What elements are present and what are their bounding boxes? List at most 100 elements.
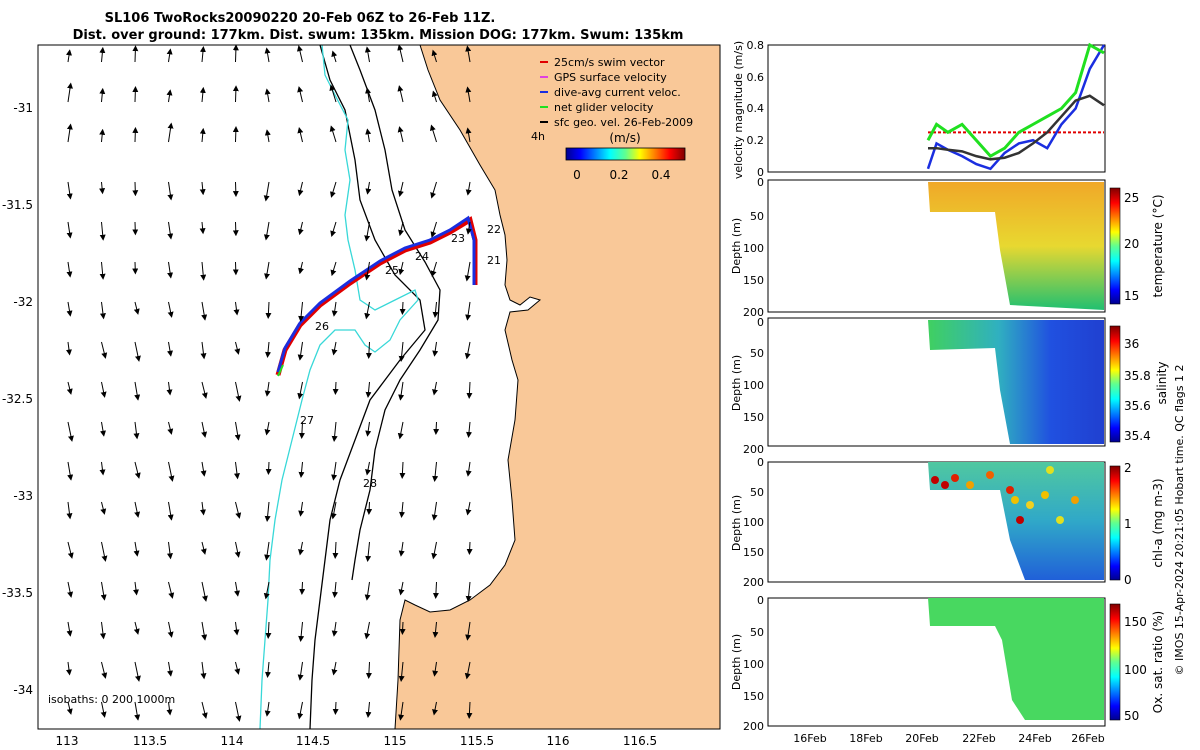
current-vector <box>166 381 173 396</box>
current-vector <box>200 661 207 680</box>
legend-item: 25cm/s swim vector <box>554 56 665 69</box>
current-vector <box>432 581 439 599</box>
current-vector <box>199 221 206 235</box>
isobath-0 <box>259 45 419 729</box>
current-vector <box>299 581 306 595</box>
cbar-labels: temperature (°C) salinity chl-a (mg m-3)… <box>1151 195 1169 714</box>
salinity-panel <box>767 317 1121 447</box>
current-vector <box>167 621 174 638</box>
cbar-tick: 20 <box>1124 237 1139 251</box>
lat-tick-labels: -31 -31.5 -32 -32.5 -33 -33.5 -34 <box>2 101 33 697</box>
current-vector <box>297 701 304 720</box>
current-vector <box>99 181 106 195</box>
date-tick: 16Feb <box>793 732 826 745</box>
current-vector <box>99 87 106 103</box>
current-vector <box>264 88 271 103</box>
y-tick: 0 <box>757 176 764 189</box>
current-vector <box>99 221 106 241</box>
chl-dot <box>986 471 994 479</box>
lon-tick: 113.5 <box>133 734 167 748</box>
lon-tick: 115 <box>384 734 407 748</box>
depth-ticks: 0 50 100 150 200 0 50 100 150 200 0 50 1… <box>743 176 764 733</box>
current-vector <box>264 261 270 280</box>
current-vector <box>199 86 206 103</box>
current-vector <box>265 461 272 475</box>
current-vector <box>201 581 208 602</box>
y-tick: 50 <box>750 210 764 223</box>
current-vector <box>66 621 73 637</box>
colorbar-tick: 0 <box>573 168 581 182</box>
current-vector <box>235 501 242 519</box>
cbar-tick: 25 <box>1124 191 1139 205</box>
current-vector <box>201 301 208 321</box>
current-vector <box>364 621 371 640</box>
current-vector <box>67 581 74 598</box>
current-vector <box>465 581 472 602</box>
current-vector <box>465 621 472 641</box>
current-vector <box>330 181 337 198</box>
cbar-tick: 35.4 <box>1124 429 1151 443</box>
current-vector <box>465 221 472 235</box>
current-vector <box>365 128 372 143</box>
current-vector <box>297 86 304 103</box>
current-vector <box>101 541 108 562</box>
current-vector <box>465 127 472 143</box>
depth-ylabels: Depth (m) Depth (m) Depth (m) Depth (m) <box>730 218 743 690</box>
current-vector <box>134 381 141 401</box>
current-vector <box>466 701 473 719</box>
day-label: 27 <box>300 414 314 427</box>
velocity-series-line <box>926 42 1105 159</box>
current-vector <box>133 301 140 315</box>
current-vector <box>297 221 304 236</box>
chl-dot <box>1071 496 1079 504</box>
lon-tick: 116 <box>547 734 570 748</box>
current-vector <box>365 381 372 398</box>
current-vector <box>297 127 304 143</box>
current-vector <box>365 461 371 476</box>
current-vector <box>66 261 73 278</box>
current-vector <box>332 381 339 395</box>
title-line-2: Dist. over ground: 177km. Dist. swum: 13… <box>73 28 684 43</box>
current-vector <box>298 461 305 478</box>
y-tick: 0 <box>757 594 764 607</box>
isobath-200 <box>349 45 441 581</box>
day-label: 28 <box>363 477 377 490</box>
current-vector <box>264 541 271 561</box>
current-vector <box>263 581 270 600</box>
lat-tick: -33.5 <box>2 586 33 600</box>
current-vector <box>264 701 271 717</box>
current-vector <box>399 621 406 635</box>
oxygen-section <box>928 598 1104 720</box>
current-vector <box>265 621 272 639</box>
lat-tick: -31 <box>13 101 33 115</box>
current-vector <box>265 301 272 319</box>
current-vector <box>101 661 108 679</box>
current-vector <box>234 341 241 355</box>
current-vector <box>234 541 241 558</box>
chl-dot <box>941 481 949 489</box>
current-vector <box>265 661 271 678</box>
current-vector <box>431 501 438 521</box>
current-vector <box>298 621 305 642</box>
chl-section <box>928 462 1104 580</box>
date-tick: 26Feb <box>1071 732 1104 745</box>
y-tick: 200 <box>743 443 764 456</box>
current-vector <box>431 49 438 63</box>
legend-item: sfc geo. vel. 26-Feb-2009 <box>554 116 693 129</box>
current-vector <box>365 341 372 359</box>
cbar-ticks: 25 20 15 36 35.8 35.6 35.4 2 1 0 150 100… <box>1124 191 1151 723</box>
temperature-colorbar <box>1109 187 1121 305</box>
day-label: 22 <box>487 223 501 236</box>
current-vector <box>199 181 206 196</box>
chl-dot <box>966 481 974 489</box>
chl-dot <box>1046 466 1054 474</box>
lon-tick: 115.5 <box>460 734 494 748</box>
current-vector <box>67 541 74 559</box>
cbar-tick: 35.8 <box>1124 369 1151 383</box>
lon-tick: 114.5 <box>296 734 330 748</box>
day-label: 24 <box>415 250 429 263</box>
glider-track-blue <box>276 215 476 373</box>
current-vector <box>398 541 405 557</box>
current-vector <box>167 501 174 521</box>
current-vector <box>199 46 206 63</box>
